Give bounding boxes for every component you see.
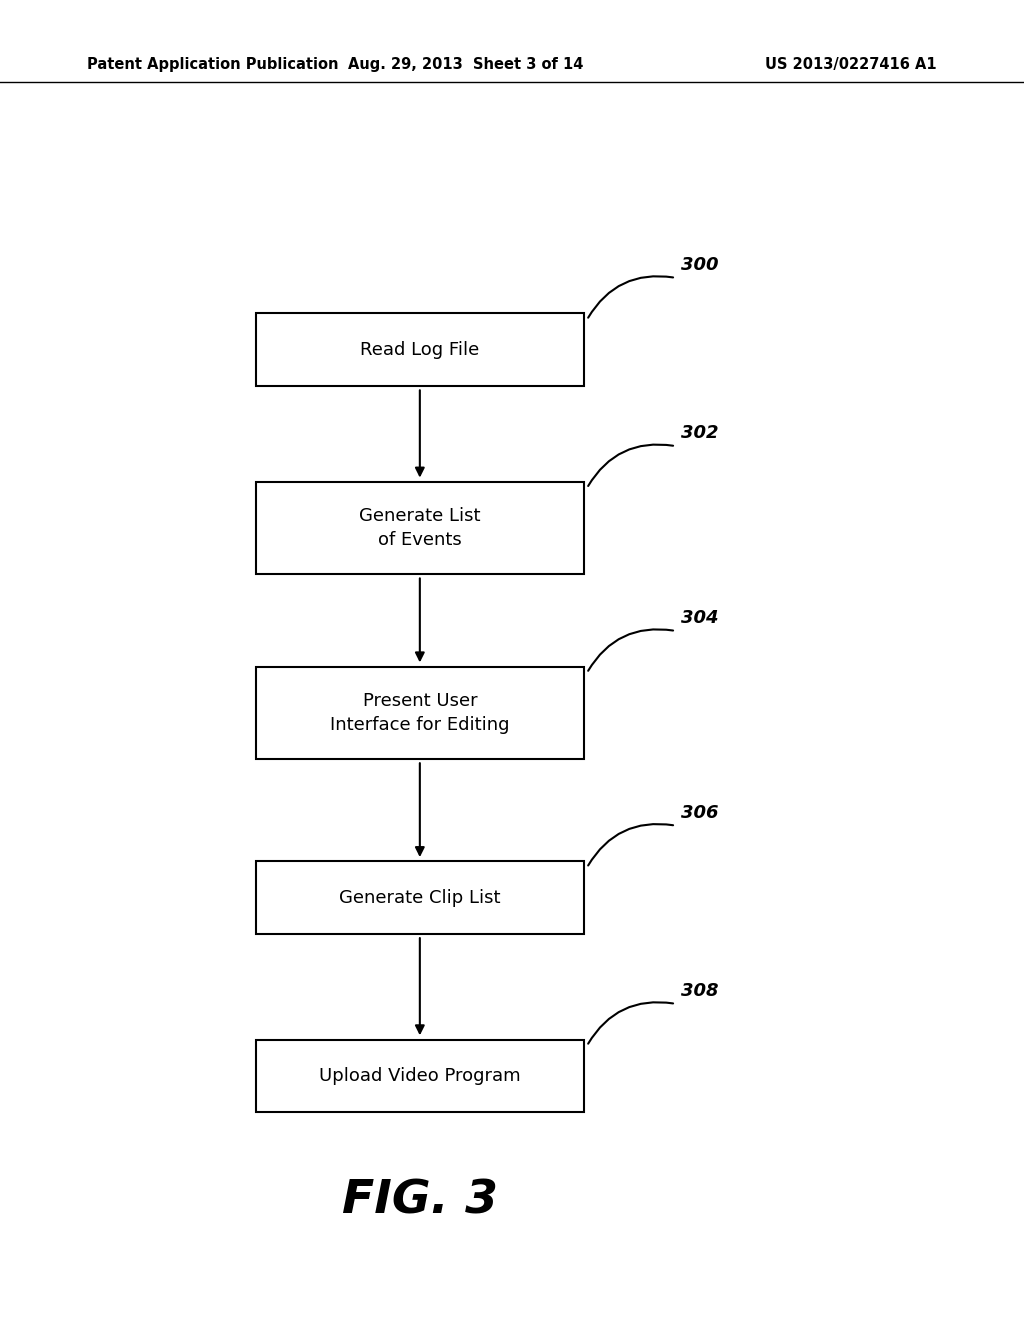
Bar [256,667,584,759]
Text: 304: 304 [681,609,719,627]
Text: 306: 306 [681,804,719,821]
Text: Present User
Interface for Editing: Present User Interface for Editing [330,692,510,734]
Text: Generate List
of Events: Generate List of Events [359,507,480,549]
Bar [256,862,584,935]
Bar [256,482,584,574]
Text: Aug. 29, 2013  Sheet 3 of 14: Aug. 29, 2013 Sheet 3 of 14 [348,57,584,73]
Bar [256,1040,584,1111]
Text: Upload Video Program: Upload Video Program [319,1067,520,1085]
Text: 300: 300 [681,256,719,275]
Text: Patent Application Publication: Patent Application Publication [87,57,339,73]
Text: 302: 302 [681,424,719,442]
Bar [256,314,584,385]
Text: 308: 308 [681,982,719,1001]
Text: FIG. 3: FIG. 3 [342,1179,498,1224]
Text: US 2013/0227416 A1: US 2013/0227416 A1 [765,57,937,73]
Text: Generate Clip List: Generate Clip List [339,888,501,907]
Text: Read Log File: Read Log File [360,341,479,359]
